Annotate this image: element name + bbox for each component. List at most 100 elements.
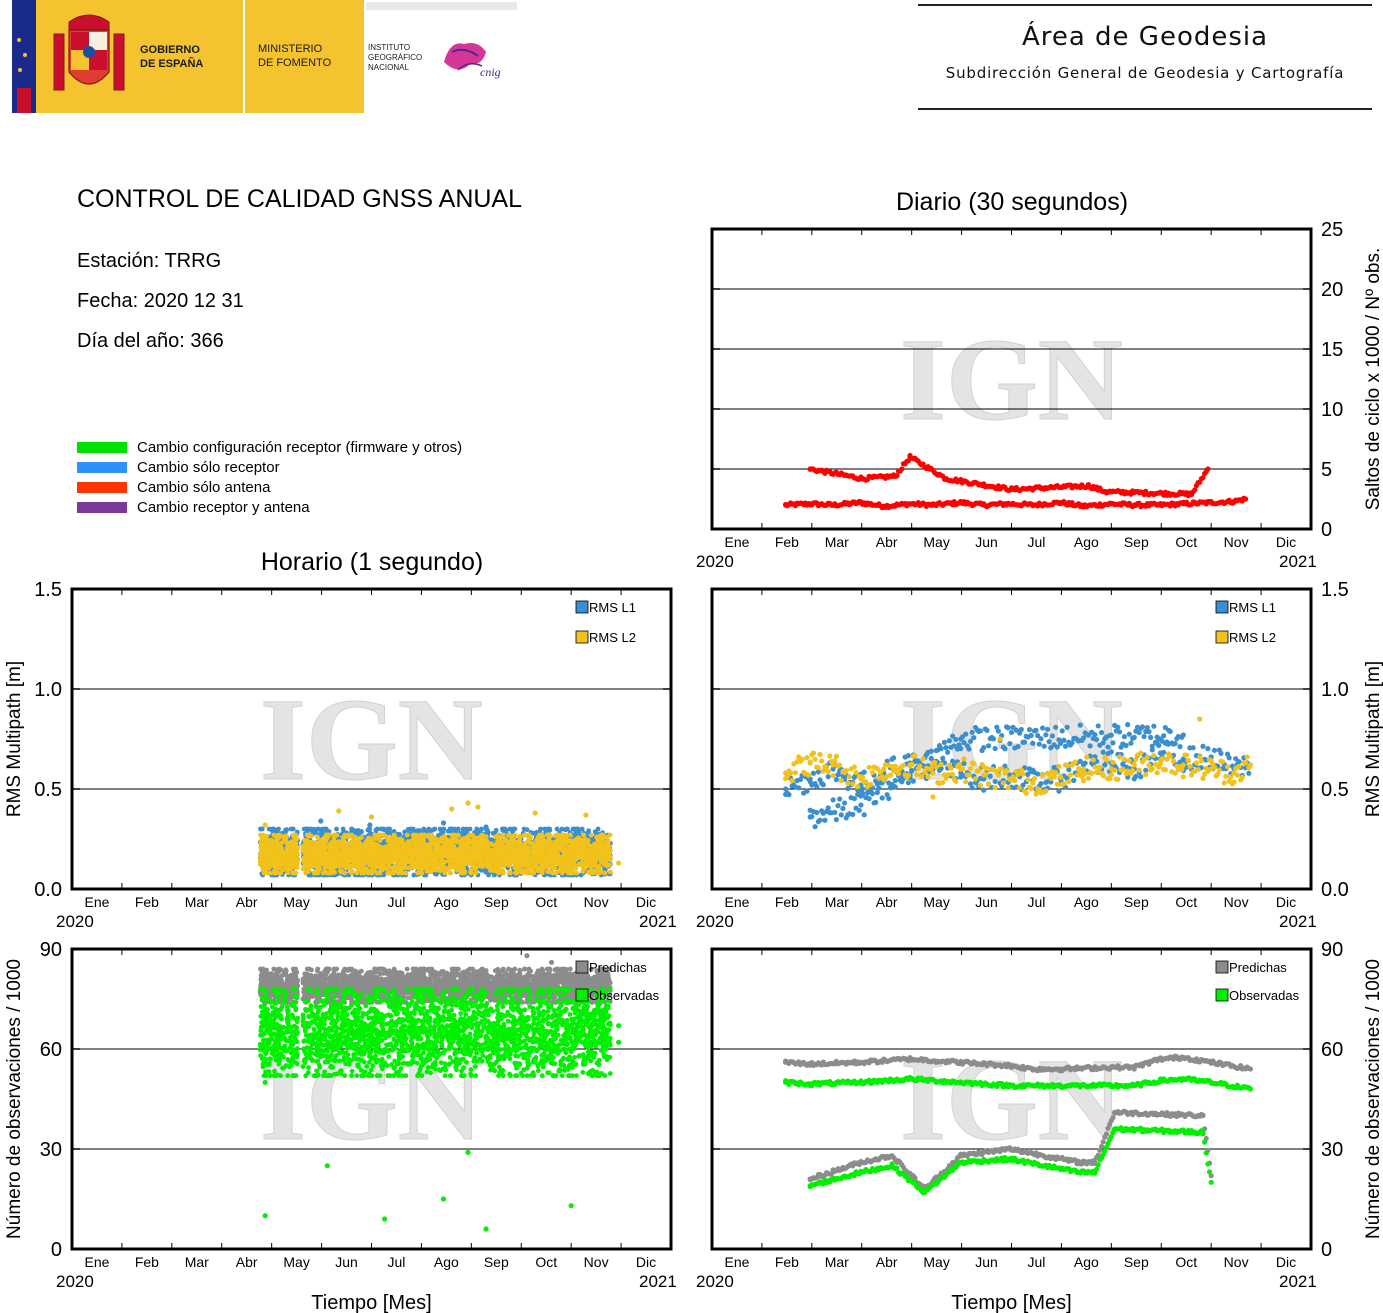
data-point bbox=[1085, 483, 1092, 489]
y-tick-label: 20 bbox=[1321, 279, 1343, 301]
data-point bbox=[309, 833, 314, 839]
daily-title: Diario (30 segundos) bbox=[895, 188, 1129, 216]
data-point bbox=[308, 826, 314, 832]
x-tick-label: Sep bbox=[1124, 534, 1149, 550]
data-point bbox=[981, 502, 987, 508]
data-point bbox=[524, 827, 530, 833]
data-point bbox=[266, 826, 272, 832]
data-point bbox=[507, 869, 513, 875]
data-point bbox=[1180, 501, 1186, 507]
data-point bbox=[859, 476, 866, 482]
legend-swatch bbox=[77, 461, 127, 473]
data-point bbox=[334, 826, 339, 832]
data-point bbox=[359, 829, 364, 835]
data-point bbox=[807, 466, 813, 472]
legend-label: Cambio receptor y antena bbox=[137, 498, 310, 516]
data-point bbox=[517, 833, 523, 839]
data-point bbox=[899, 466, 905, 472]
data-point bbox=[524, 870, 530, 876]
legend-swatch bbox=[77, 481, 127, 493]
data-point bbox=[259, 837, 265, 843]
header-rule-top bbox=[918, 4, 1372, 6]
data-point bbox=[349, 868, 355, 874]
data-point bbox=[404, 832, 410, 838]
data-point bbox=[1108, 501, 1114, 507]
data-point bbox=[1188, 491, 1195, 497]
data-point bbox=[943, 476, 949, 482]
year-end-label: 2021 bbox=[1279, 552, 1317, 571]
data-point bbox=[424, 868, 430, 874]
ministerio-label: MINISTERIO bbox=[258, 43, 323, 55]
data-point bbox=[304, 838, 310, 843]
data-point bbox=[585, 869, 591, 875]
data-point bbox=[538, 826, 543, 832]
data-point bbox=[421, 826, 427, 832]
year-start-label: 2020 bbox=[696, 552, 734, 571]
data-point bbox=[283, 827, 289, 833]
data-point bbox=[1103, 489, 1110, 495]
data-point bbox=[450, 864, 456, 870]
data-point bbox=[474, 830, 480, 836]
data-point bbox=[1200, 475, 1206, 481]
data-point bbox=[382, 827, 388, 833]
data-point bbox=[881, 503, 887, 509]
data-point bbox=[275, 827, 280, 833]
data-point bbox=[807, 501, 813, 507]
y-tick-label: 15 bbox=[1321, 339, 1343, 361]
ministerio-label-2: DE FOMENTO bbox=[258, 57, 332, 69]
data-point bbox=[492, 868, 498, 874]
data-point bbox=[440, 820, 447, 826]
x-tick-label: Dic bbox=[1276, 534, 1296, 550]
series-rms-l2 bbox=[257, 800, 622, 876]
data-point bbox=[385, 870, 391, 876]
legend-item-antenna: Cambio sólo antena bbox=[77, 477, 270, 497]
data-point bbox=[892, 473, 898, 479]
station-label: Estación: TRRG bbox=[77, 250, 222, 272]
ign-watermark: IGN bbox=[260, 674, 483, 805]
ign-watermark: IGN bbox=[900, 314, 1123, 445]
data-point bbox=[1080, 503, 1087, 509]
data-point bbox=[318, 818, 324, 824]
data-point bbox=[575, 826, 581, 832]
data-point bbox=[500, 826, 506, 832]
x-tick-label: Feb bbox=[775, 534, 799, 550]
x-tick-label: Oct bbox=[1175, 534, 1197, 550]
ign-label: INSTITUTO bbox=[368, 43, 410, 52]
legend-swatch bbox=[77, 441, 127, 453]
data-point bbox=[521, 832, 527, 838]
data-point bbox=[858, 500, 864, 506]
data-point bbox=[447, 870, 453, 876]
header-rule-bottom bbox=[918, 108, 1372, 110]
data-point bbox=[483, 824, 489, 830]
gobierno-label-2: DE ESPAÑA bbox=[140, 57, 203, 70]
data-point bbox=[586, 828, 591, 834]
hourly-title: Horario (1 segundo) bbox=[260, 548, 484, 576]
date-label: Fecha: 2020 12 31 bbox=[77, 290, 244, 312]
institutional-logos: GOBIERNO DE ESPAÑA MINISTERIO DE FOMENTO… bbox=[12, 0, 517, 113]
y-tick-label: 0 bbox=[1321, 519, 1332, 541]
report-title: CONTROL DE CALIDAD GNSS ANUAL bbox=[77, 185, 523, 213]
x-tick-label: Mar bbox=[825, 534, 849, 550]
data-point bbox=[449, 826, 455, 832]
data-point bbox=[1192, 487, 1198, 493]
data-point bbox=[930, 502, 936, 508]
x-tick-label: May bbox=[923, 534, 949, 550]
data-point bbox=[442, 859, 448, 865]
doy-label: Día del año: 366 bbox=[77, 330, 224, 352]
data-point bbox=[595, 826, 601, 832]
data-point bbox=[258, 826, 263, 832]
legend-item-receiver-antenna: Cambio receptor y antena bbox=[77, 497, 310, 517]
data-point bbox=[426, 826, 432, 832]
data-point bbox=[907, 501, 913, 507]
legend-swatch bbox=[77, 501, 127, 513]
data-point bbox=[1057, 500, 1064, 506]
data-point bbox=[373, 827, 379, 833]
data-point bbox=[507, 826, 513, 832]
data-point bbox=[1208, 500, 1214, 506]
data-point bbox=[498, 868, 504, 874]
data-point bbox=[1242, 496, 1249, 502]
data-point bbox=[290, 826, 296, 832]
x-tick-label: Abr bbox=[876, 534, 898, 550]
